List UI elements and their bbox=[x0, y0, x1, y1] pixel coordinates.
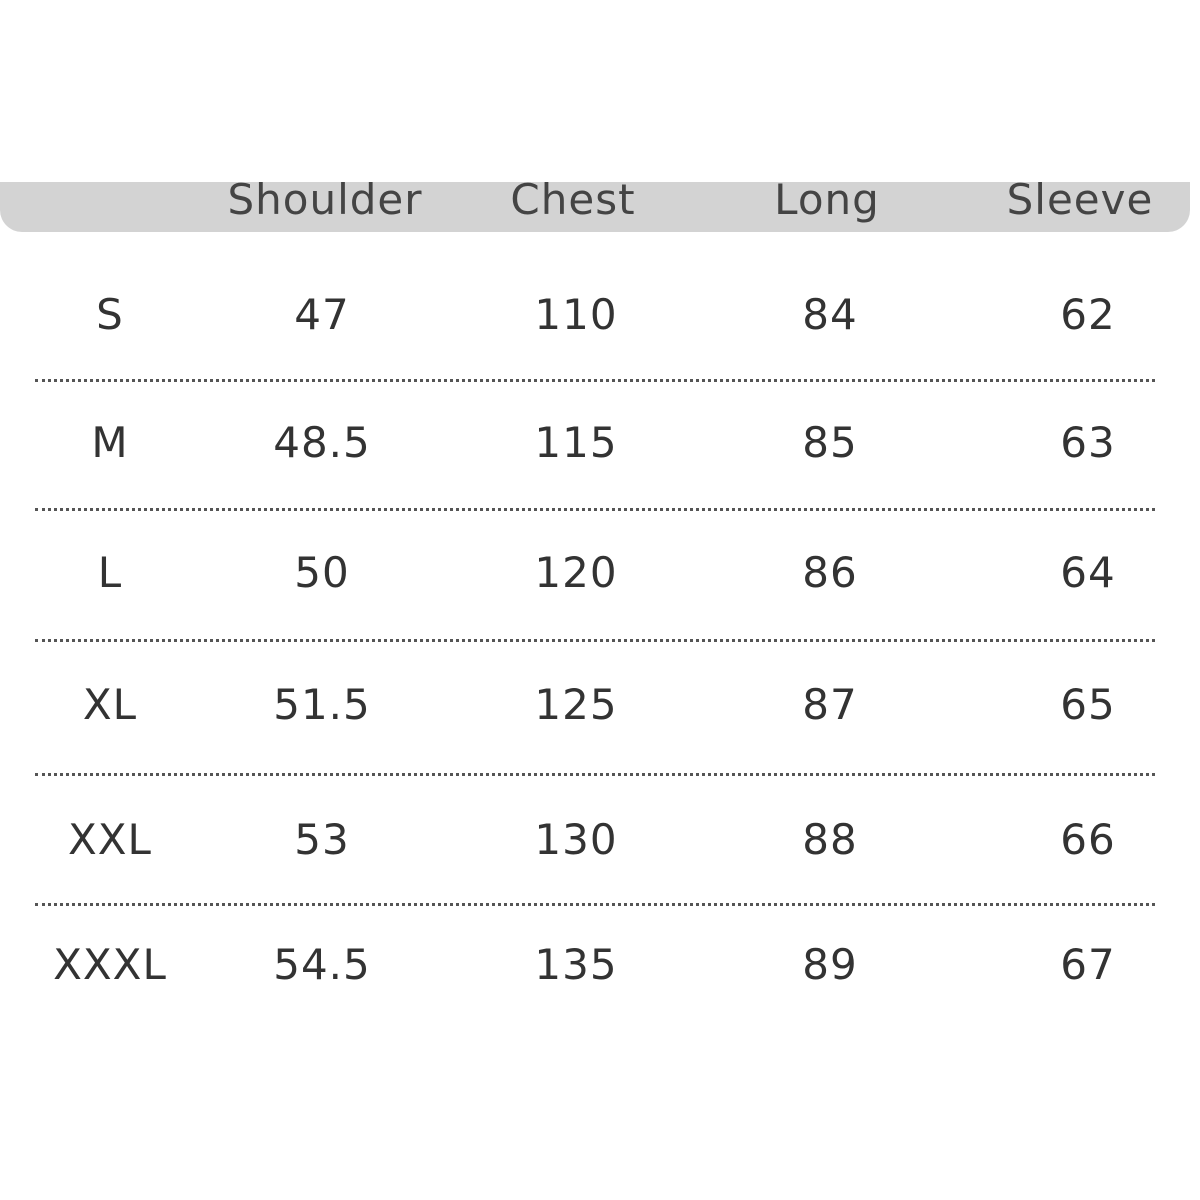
table-cell: 125 bbox=[534, 680, 618, 729]
table-cell: 65 bbox=[1060, 680, 1116, 729]
table-cell: 64 bbox=[1060, 548, 1116, 597]
size-label: XXL bbox=[68, 815, 152, 864]
table-cell: 67 bbox=[1060, 940, 1116, 989]
row-divider bbox=[35, 773, 1155, 776]
size-label: S bbox=[96, 290, 124, 339]
size-label: XXXL bbox=[53, 940, 167, 989]
size-label: M bbox=[91, 418, 129, 467]
table-cell: 87 bbox=[802, 680, 858, 729]
row-divider bbox=[35, 639, 1155, 642]
size-label: L bbox=[97, 548, 123, 597]
table-cell: 63 bbox=[1060, 418, 1116, 467]
table-cell: 135 bbox=[534, 940, 618, 989]
header-cell: Long bbox=[774, 182, 880, 224]
row-divider bbox=[35, 508, 1155, 511]
table-cell: 115 bbox=[534, 418, 618, 467]
table-cell: 110 bbox=[534, 290, 618, 339]
header-cell: Shoulder bbox=[227, 182, 423, 224]
table-cell: 120 bbox=[534, 548, 618, 597]
header-bar: Shoulder Chest Long Sleeve bbox=[0, 182, 1190, 232]
table-cell: 50 bbox=[294, 548, 350, 597]
table-cell: 85 bbox=[802, 418, 858, 467]
row-divider bbox=[35, 379, 1155, 382]
table-cell: 54.5 bbox=[273, 940, 371, 989]
table-cell: 47 bbox=[294, 290, 350, 339]
table-cell: 53 bbox=[294, 815, 350, 864]
row-divider bbox=[35, 903, 1155, 906]
table-cell: 86 bbox=[802, 548, 858, 597]
header-cell: Sleeve bbox=[1006, 182, 1154, 224]
table-cell: 51.5 bbox=[273, 680, 371, 729]
table-cell: 62 bbox=[1060, 290, 1116, 339]
table-cell: 48.5 bbox=[273, 418, 371, 467]
size-label: XL bbox=[82, 680, 138, 729]
table-cell: 88 bbox=[802, 815, 858, 864]
table-cell: 89 bbox=[802, 940, 858, 989]
header-cell: Chest bbox=[510, 182, 636, 224]
table-cell: 130 bbox=[534, 815, 618, 864]
table-cell: 84 bbox=[802, 290, 858, 339]
table-cell: 66 bbox=[1060, 815, 1116, 864]
